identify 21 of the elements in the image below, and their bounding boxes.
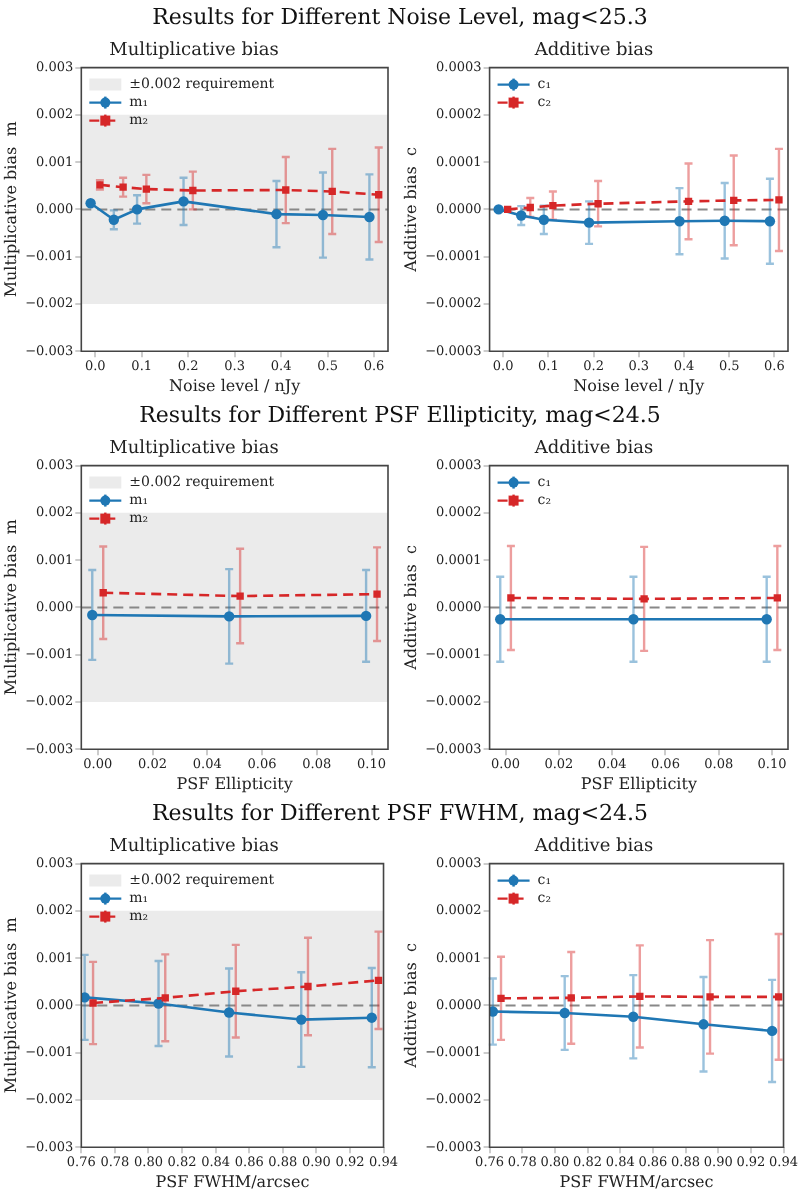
chart-title: Results for Different Noise Level, mag<25.3 [150, 2, 650, 34]
y-axis-title: Multiplicative bias m [1, 916, 20, 1094]
chart-subtitle: Multiplicative bias [109, 837, 280, 858]
x-axis-title: PSF Ellipticity [176, 774, 294, 793]
chart-subtitle: Multiplicative bias [109, 439, 280, 460]
chart-title: Results for Different PSF Ellipticity, mag<24.5 [137, 400, 663, 432]
x-axis-title: Noise level / nJy [169, 376, 302, 395]
y-axis-title: Additive bias c [401, 544, 420, 672]
y-axis-title: Multiplicative bias m [1, 518, 20, 696]
x-axis-title: PSF FWHM/arcsec [155, 1172, 311, 1191]
x-axis-title: PSF Ellipticity [580, 774, 698, 793]
y-axis-title: Multiplicative bias m [1, 120, 20, 298]
chart-title: Additive bias [532, 41, 655, 62]
x-axis-title: PSF FWHM/arcsec [559, 1172, 715, 1191]
x-axis-title: Noise level / nJy [573, 376, 706, 395]
chart-title: Additive bias [532, 837, 655, 858]
y-axis-title: Additive bias c [401, 942, 420, 1070]
chart-title: Results for Different PSF FWHM, mag<24.5 [149, 798, 651, 830]
chart-subtitle: Multiplicative bias [109, 41, 280, 62]
y-axis-title: Additive bias c [401, 146, 420, 274]
chart-title: Additive bias [532, 439, 655, 460]
